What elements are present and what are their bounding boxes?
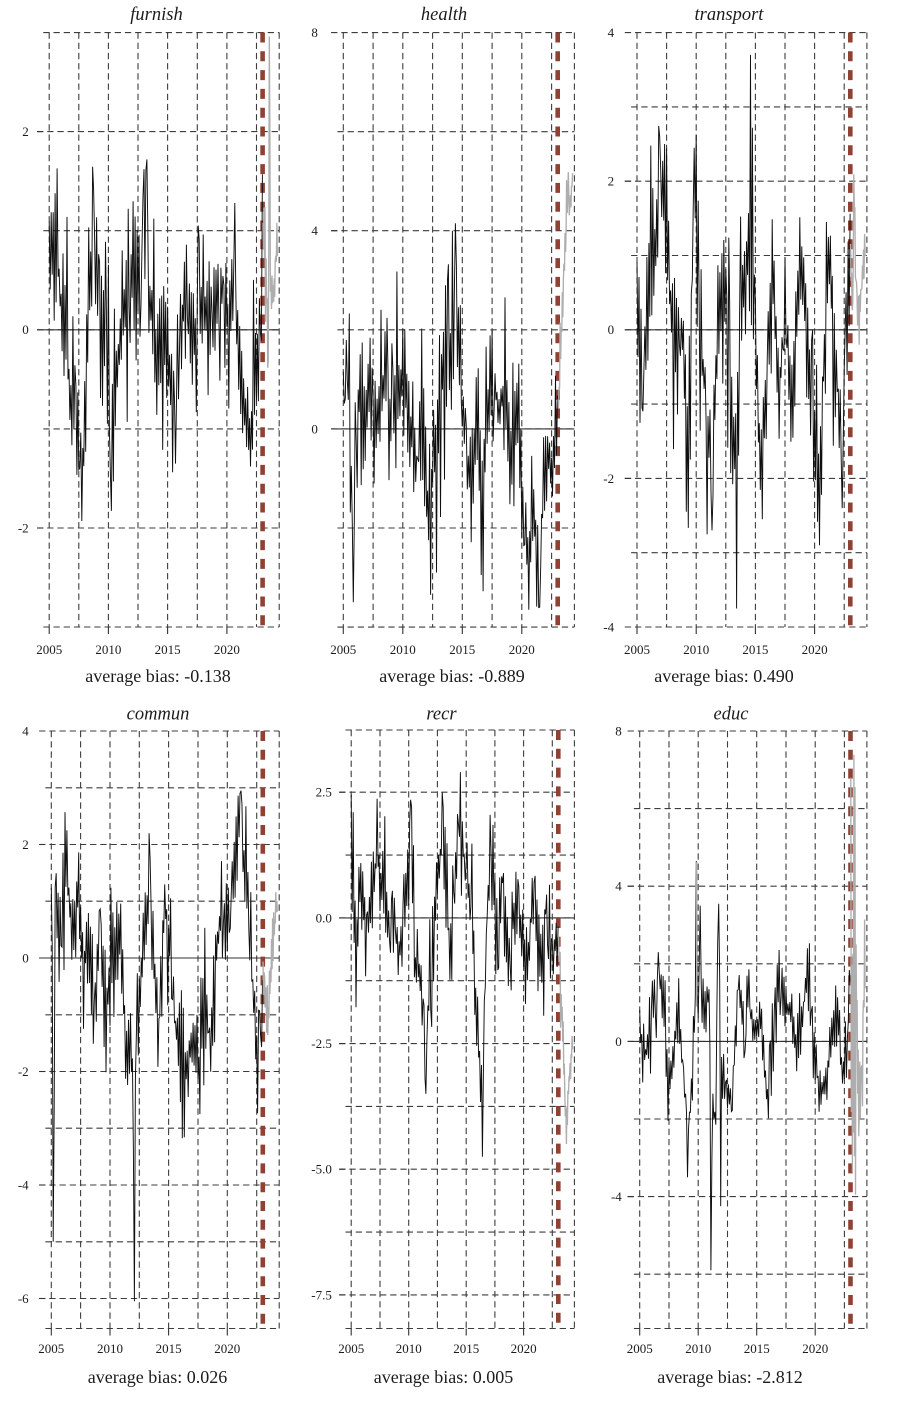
svg-text:0: 0	[311, 421, 318, 436]
svg-text:4: 4	[311, 223, 318, 238]
svg-text:4: 4	[615, 879, 622, 894]
svg-text:2020: 2020	[511, 1341, 537, 1356]
svg-text:educ: educ	[714, 705, 750, 725]
svg-text:-6: -6	[18, 1291, 29, 1306]
svg-text:furnish: furnish	[130, 5, 182, 25]
svg-text:-4: -4	[18, 1177, 29, 1192]
svg-text:2010: 2010	[97, 1341, 123, 1356]
svg-text:average bias: -2.812: average bias: -2.812	[657, 1367, 802, 1387]
svg-text:0: 0	[608, 322, 615, 337]
svg-text:8: 8	[615, 723, 622, 738]
svg-text:commun: commun	[127, 705, 190, 725]
svg-text:2020: 2020	[802, 642, 828, 657]
svg-text:2010: 2010	[95, 642, 121, 657]
svg-text:2010: 2010	[396, 1341, 422, 1356]
svg-text:0: 0	[615, 1034, 622, 1049]
svg-text:4: 4	[608, 25, 615, 40]
svg-text:-2.5: -2.5	[311, 1036, 332, 1051]
svg-text:average bias: 0.005: average bias: 0.005	[374, 1367, 513, 1387]
svg-text:average bias: -0.138: average bias: -0.138	[85, 666, 230, 686]
svg-text:2020: 2020	[802, 1341, 828, 1356]
svg-text:2010: 2010	[685, 1341, 711, 1356]
svg-text:2: 2	[22, 837, 29, 852]
svg-text:-4: -4	[603, 619, 614, 634]
svg-text:2: 2	[22, 124, 29, 139]
svg-text:2015: 2015	[449, 642, 475, 657]
svg-text:-2: -2	[18, 520, 29, 535]
svg-text:average bias: 0.490: average bias: 0.490	[654, 666, 793, 686]
svg-text:2005: 2005	[338, 1341, 364, 1356]
svg-text:0: 0	[22, 950, 29, 965]
svg-text:2015: 2015	[742, 642, 768, 657]
svg-text:2020: 2020	[214, 642, 240, 657]
svg-text:average bias: 0.026: average bias: 0.026	[88, 1367, 227, 1387]
svg-text:-5.0: -5.0	[311, 1162, 332, 1177]
svg-text:8: 8	[311, 25, 318, 40]
svg-text:health: health	[421, 5, 467, 25]
svg-text:-2: -2	[18, 1064, 29, 1079]
svg-text:2: 2	[608, 174, 615, 189]
svg-text:2015: 2015	[453, 1341, 479, 1356]
svg-text:2010: 2010	[683, 642, 709, 657]
svg-text:2020: 2020	[509, 642, 535, 657]
svg-text:2005: 2005	[627, 1341, 653, 1356]
svg-text:2015: 2015	[744, 1341, 770, 1356]
svg-text:2015: 2015	[156, 1341, 182, 1356]
svg-text:2015: 2015	[155, 642, 181, 657]
svg-text:0: 0	[22, 322, 29, 337]
svg-text:2005: 2005	[38, 1341, 64, 1356]
svg-text:4: 4	[22, 723, 29, 738]
svg-text:-4: -4	[611, 1189, 622, 1204]
svg-text:2005: 2005	[330, 642, 356, 657]
svg-text:0.0: 0.0	[316, 910, 332, 925]
svg-text:-7.5: -7.5	[311, 1287, 332, 1302]
svg-text:2.5: 2.5	[316, 785, 332, 800]
svg-text:2010: 2010	[390, 642, 416, 657]
svg-text:2005: 2005	[624, 642, 650, 657]
svg-text:2005: 2005	[36, 642, 62, 657]
svg-text:-2: -2	[603, 471, 614, 486]
svg-text:recr: recr	[426, 705, 457, 725]
svg-text:transport: transport	[695, 5, 765, 25]
svg-text:average bias: -0.889: average bias: -0.889	[379, 666, 524, 686]
svg-text:2020: 2020	[214, 1341, 240, 1356]
